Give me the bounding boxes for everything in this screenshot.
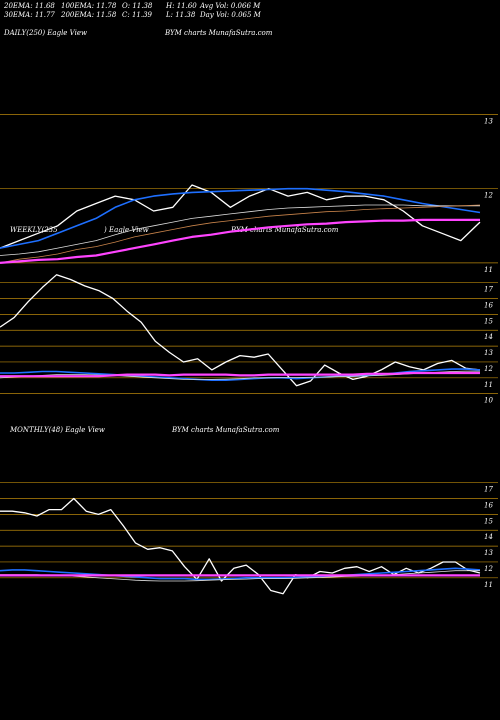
- weekly-panel-title: WEEKLY(235: [10, 226, 58, 234]
- high-label: H: 11.60: [166, 2, 197, 10]
- weekly-y-tick-label: 16: [484, 302, 493, 310]
- monthly-panel-title: MONTHLY(48) Eagle View: [10, 426, 105, 434]
- monthly-y-tick-label: 12: [484, 565, 493, 573]
- low-label: L: 11.38: [166, 11, 196, 19]
- ema30-label: 30EMA: 11.77: [4, 11, 55, 19]
- monthly-ema-white-series: [0, 570, 480, 582]
- monthly-y-tick-label: 16: [484, 502, 493, 510]
- ema200-label: 200EMA: 11.58: [61, 11, 117, 19]
- weekly-y-tick-label: 11: [484, 381, 493, 389]
- weekly-panel-credit: BYM charts MunafaSutra.com: [231, 226, 339, 234]
- monthly-y-tick-label: 14: [484, 533, 493, 541]
- daily-ema-white-series: [0, 204, 480, 256]
- weekly-y-tick-label: 14: [484, 333, 493, 341]
- daily-panel-credit: BYM charts MunafaSutra.com: [165, 29, 273, 37]
- monthly-y-tick-label: 15: [484, 517, 493, 525]
- avg-volume-label: Avg Vol: 0.066 M: [200, 2, 261, 10]
- day-volume-label: Day Vol: 0.065 M: [200, 11, 261, 19]
- weekly-price-series: [0, 274, 481, 387]
- daily-ema-brown-series: [0, 204, 481, 264]
- monthly-panel-credit: BYM charts MunafaSutra.com: [172, 426, 280, 434]
- daily-price-series: [0, 184, 481, 249]
- open-label: O: 11.38: [122, 2, 153, 10]
- weekly-panel-title-suffix: ) Eagle View: [104, 226, 149, 234]
- weekly-y-tick-label: 13: [484, 349, 493, 357]
- monthly-y-tick-label: 11: [484, 581, 493, 589]
- daily-y-tick-label: 12: [484, 192, 493, 200]
- weekly-y-tick-label: 17: [484, 286, 493, 294]
- close-label: C: 11.39: [122, 11, 152, 19]
- daily-ema-fast-series: [0, 187, 481, 249]
- daily-panel-title: DAILY(250) Eagle View: [4, 29, 87, 37]
- monthly-y-tick-label: 17: [484, 486, 493, 494]
- daily-y-tick-label: 11: [484, 266, 493, 274]
- weekly-ema-pink-series: [0, 371, 480, 378]
- weekly-y-tick-label: 15: [484, 317, 493, 325]
- weekly-y-tick-label: 12: [484, 365, 493, 373]
- daily-ema-pink-series: [0, 218, 480, 264]
- ema20-label: 20EMA: 11.68: [4, 2, 55, 10]
- weekly-y-tick-label: 10: [484, 397, 493, 405]
- daily-y-tick-label: 13: [484, 118, 493, 126]
- monthly-ema-fast-series: [0, 567, 481, 581]
- monthly-y-tick-label: 13: [484, 549, 493, 557]
- ema100-label: 100EMA: 11.78: [61, 2, 117, 10]
